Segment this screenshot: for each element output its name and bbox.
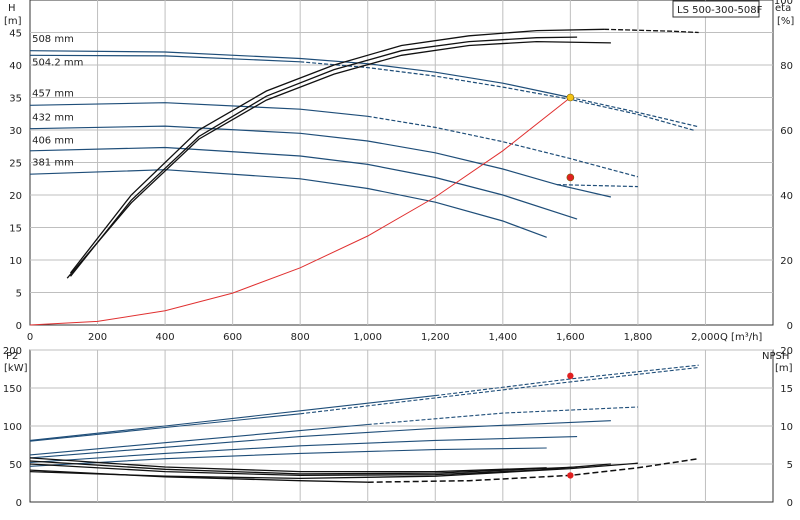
efficiency-curve (69, 28, 605, 274)
duty-point-marker (567, 372, 574, 380)
x-tick-label: 400 (156, 332, 175, 343)
y-tick-label: 0 (16, 321, 22, 332)
x-tick-label: 1,600 (556, 332, 585, 343)
npsh-tick-label: 20 (780, 346, 793, 357)
y2-tick-label: 20 (780, 256, 793, 267)
y-tick-label: 40 (9, 61, 22, 72)
npsh-curve (29, 457, 547, 473)
efficiency-curve (66, 40, 611, 279)
y-tick-label: 5 (16, 289, 22, 300)
npsh-tick-label: 10 (780, 422, 793, 433)
p2-tick-label: 0 (16, 498, 22, 509)
p2-tick-label: 50 (9, 460, 22, 471)
impeller-diameter-label: 381 mm (32, 158, 74, 169)
npsh-curve (29, 462, 638, 480)
power-curve (29, 413, 301, 442)
efficiency-curve (69, 36, 578, 277)
x-tick-label: 1,200 (421, 332, 450, 343)
title-box (672, 0, 760, 18)
power-curve (29, 436, 578, 464)
y2-axis-unit: [%] (777, 16, 794, 27)
power-curve-dashed (300, 366, 699, 415)
npsh-tick-label: 5 (787, 460, 793, 471)
power-curve-dashed (435, 364, 699, 397)
x-tick-label: 600 (223, 332, 242, 343)
x-tick-label: 800 (291, 332, 310, 343)
npsh-curve (29, 463, 611, 477)
y-axis-unit: [m] (4, 16, 22, 27)
impeller-diameter-label: 457 mm (32, 89, 74, 100)
y2-tick-label: 0 (787, 321, 793, 332)
head-curve (29, 125, 612, 198)
duty-point-marker (566, 93, 575, 102)
head-curve-dashed (367, 115, 639, 178)
x-axis-label: Q [m³/h] (720, 332, 762, 343)
y-axis-label: H (8, 3, 16, 14)
power-curve (29, 395, 436, 441)
npsh-tick-label: 15 (780, 384, 793, 395)
p2-tick-label: 100 (3, 422, 22, 433)
duty-point-marker (566, 173, 575, 182)
y2-tick-label: 60 (780, 126, 793, 137)
impeller-diameter-label: 504.2 mm (32, 57, 83, 68)
x-tick-label: 200 (88, 332, 107, 343)
head-curve (29, 146, 578, 220)
impeller-diameter-label: 508 mm (32, 34, 74, 45)
npsh-tick-label: 0 (787, 498, 793, 509)
power-curve (29, 447, 547, 467)
x-tick-label: 1,000 (353, 332, 382, 343)
head-curve (29, 50, 571, 99)
y2-tick-label: 100 (774, 0, 793, 7)
head-curve-dashed (570, 96, 699, 128)
power-curve-dashed (367, 406, 638, 426)
chart-title: LS 500-300-508F (677, 5, 763, 16)
y-tick-label: 25 (9, 159, 22, 170)
y2-tick-label: 80 (780, 61, 793, 72)
x-tick-label: 2,000 (691, 332, 720, 343)
y-tick-label: 20 (9, 191, 22, 202)
p2-tick-label: 150 (3, 384, 22, 395)
x-tick-label: 0 (27, 332, 33, 343)
impeller-diameter-label: 432 mm (32, 113, 74, 124)
npsh-axis-label: NPSH (762, 351, 789, 362)
x-tick-label: 1,400 (488, 332, 517, 343)
duty-point-marker (567, 472, 574, 479)
system-curve (29, 97, 571, 326)
head-curve (29, 102, 368, 117)
x-tick-label: 1,800 (624, 332, 653, 343)
head-curve (29, 54, 301, 63)
head-curve (29, 169, 547, 238)
power-curve (29, 420, 611, 459)
npsh-axis-unit: [m] (775, 363, 793, 374)
y-tick-label: 45 (9, 29, 22, 40)
y-tick-label: 35 (9, 94, 22, 105)
npsh-curve (29, 460, 578, 475)
efficiency-curve-dashed (604, 28, 699, 34)
y-tick-label: 15 (9, 224, 22, 235)
p2-axis-unit: [kW] (4, 363, 28, 374)
head-curve-dashed (556, 184, 638, 188)
y2-axis-label: eta (775, 3, 791, 14)
p2-tick-label: 200 (3, 346, 22, 357)
power-curve (29, 423, 368, 456)
y-tick-label: 30 (9, 126, 22, 137)
y-tick-label: 10 (9, 256, 22, 267)
impeller-diameter-label: 406 mm (32, 135, 74, 146)
head-curve-dashed (300, 61, 696, 132)
y2-tick-label: 40 (780, 191, 793, 202)
p2-axis-label: P2 (6, 351, 18, 362)
